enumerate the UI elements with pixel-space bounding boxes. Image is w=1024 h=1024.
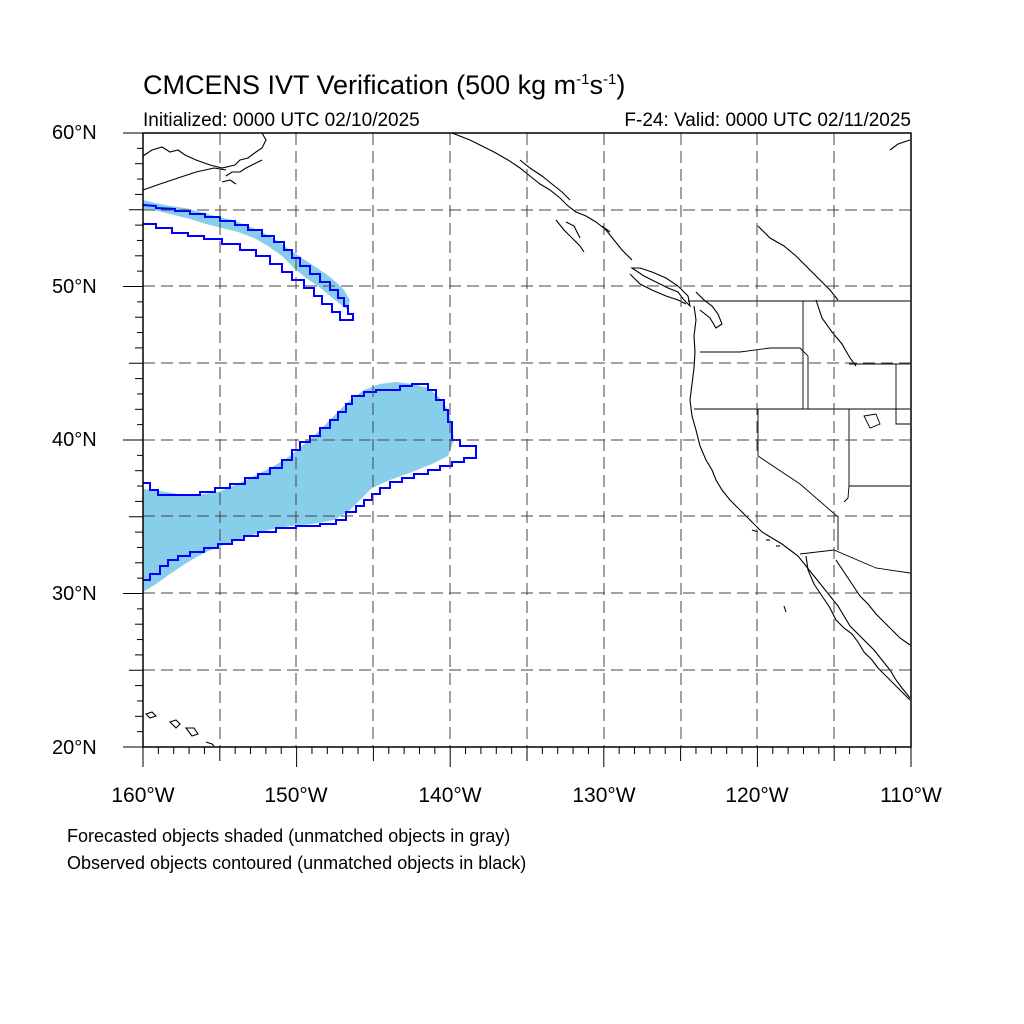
lat-label-60n: 60°N	[52, 122, 97, 144]
coastlines	[142, 132, 911, 747]
observed-object-south	[143, 383, 477, 581]
forecast-object-south	[143, 382, 454, 592]
state-boundaries	[688, 300, 911, 574]
valid-time: F-24: Valid: 0000 UTC 02/11/2025	[624, 110, 911, 131]
lat-label-50n: 50°N	[52, 276, 97, 298]
forecast-objects	[143, 200, 454, 592]
lon-label-120w: 120°W	[725, 784, 789, 807]
forecast-object-north	[143, 200, 350, 310]
lon-label-110w: 110°W	[880, 784, 942, 807]
initialized-time: Initialized: 0000 UTC 02/10/2025	[143, 110, 420, 131]
lon-label-150w: 150°W	[264, 784, 328, 807]
lat-label-40n: 40°N	[52, 429, 97, 451]
lat-label-20n: 20°N	[52, 737, 97, 759]
lat-label-30n: 30°N	[52, 583, 97, 605]
axis-ticks	[123, 132, 912, 767]
observed-note: Observed objects contoured (unmatched ob…	[67, 853, 527, 873]
lon-label-140w: 140°W	[418, 784, 482, 807]
map-title: CMCENS IVT Verification (500 kg m-1s-1)	[143, 70, 626, 100]
observed-objects	[142, 204, 477, 581]
lon-label-160w: 160°W	[111, 784, 175, 807]
forecast-note: Forecasted objects shaded (unmatched obj…	[67, 826, 511, 846]
observed-object-north	[142, 204, 354, 321]
lon-label-130w: 130°W	[572, 784, 636, 807]
graticule	[143, 133, 911, 747]
